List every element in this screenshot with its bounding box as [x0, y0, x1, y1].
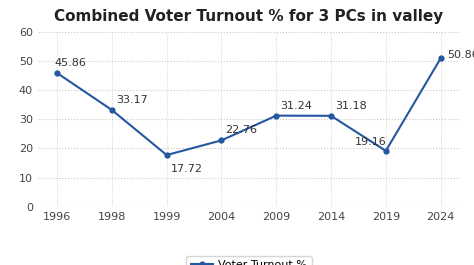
Voter Turnout % [54, 72, 60, 75]
Voter Turnout % [109, 108, 115, 112]
Text: 33.17: 33.17 [116, 95, 148, 105]
Voter Turnout % [164, 153, 170, 157]
Text: 22.76: 22.76 [226, 125, 258, 135]
Text: 17.72: 17.72 [171, 164, 203, 174]
Legend: Voter Turnout %: Voter Turnout % [186, 256, 311, 265]
Text: 45.86: 45.86 [55, 58, 86, 68]
Voter Turnout % [273, 114, 279, 117]
Text: 31.18: 31.18 [335, 101, 367, 111]
Text: 50.86: 50.86 [447, 50, 474, 60]
Voter Turnout % [438, 57, 444, 60]
Line: Voter Turnout %: Voter Turnout % [55, 56, 443, 157]
Voter Turnout % [219, 139, 224, 142]
Text: 19.16: 19.16 [355, 137, 387, 147]
Title: Combined Voter Turnout % for 3 PCs in valley: Combined Voter Turnout % for 3 PCs in va… [54, 9, 444, 24]
Voter Turnout % [328, 114, 334, 117]
Voter Turnout % [383, 149, 389, 152]
Text: 31.24: 31.24 [281, 101, 312, 111]
